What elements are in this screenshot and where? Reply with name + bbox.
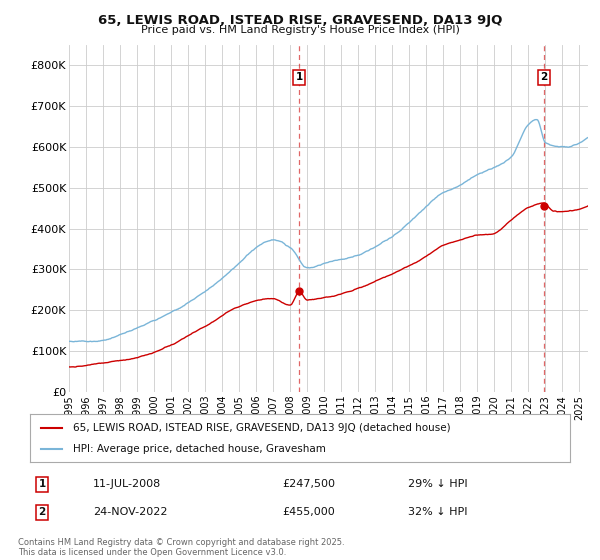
Text: 24-NOV-2022: 24-NOV-2022 xyxy=(93,507,167,517)
Text: 2: 2 xyxy=(540,72,547,82)
Text: 32% ↓ HPI: 32% ↓ HPI xyxy=(408,507,467,517)
Text: 29% ↓ HPI: 29% ↓ HPI xyxy=(408,479,467,489)
Text: 65, LEWIS ROAD, ISTEAD RISE, GRAVESEND, DA13 9JQ: 65, LEWIS ROAD, ISTEAD RISE, GRAVESEND, … xyxy=(98,14,502,27)
Text: £247,500: £247,500 xyxy=(282,479,335,489)
Text: 2: 2 xyxy=(38,507,46,517)
Text: 11-JUL-2008: 11-JUL-2008 xyxy=(93,479,161,489)
Text: 65, LEWIS ROAD, ISTEAD RISE, GRAVESEND, DA13 9JQ (detached house): 65, LEWIS ROAD, ISTEAD RISE, GRAVESEND, … xyxy=(73,423,451,433)
Text: 1: 1 xyxy=(38,479,46,489)
Text: HPI: Average price, detached house, Gravesham: HPI: Average price, detached house, Grav… xyxy=(73,444,326,454)
Text: Contains HM Land Registry data © Crown copyright and database right 2025.
This d: Contains HM Land Registry data © Crown c… xyxy=(18,538,344,557)
Text: Price paid vs. HM Land Registry's House Price Index (HPI): Price paid vs. HM Land Registry's House … xyxy=(140,25,460,35)
Text: 1: 1 xyxy=(296,72,303,82)
Text: £455,000: £455,000 xyxy=(282,507,335,517)
